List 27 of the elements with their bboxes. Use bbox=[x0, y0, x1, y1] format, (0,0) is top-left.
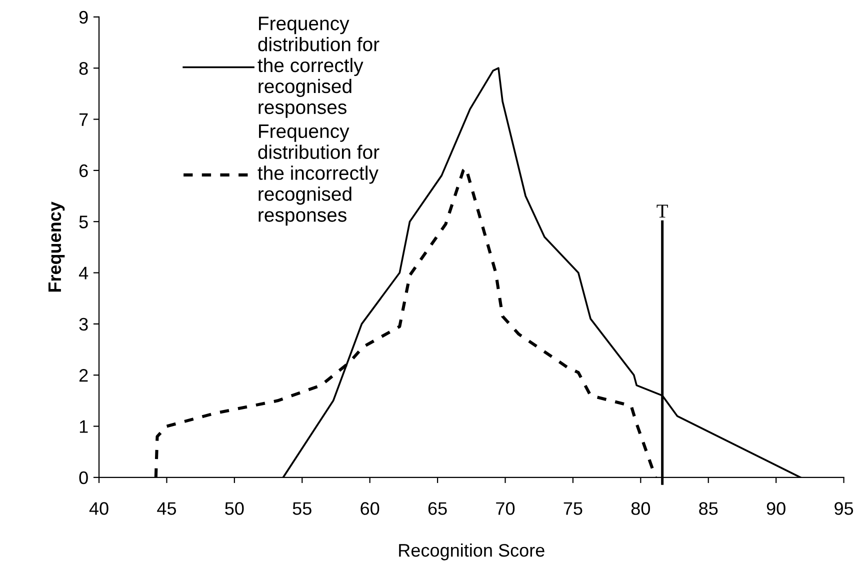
x-tick-label: 45 bbox=[157, 502, 176, 515]
x-tick-label: 65 bbox=[428, 502, 447, 515]
y-tick-label: 0 bbox=[79, 471, 88, 484]
x-tick-label: 55 bbox=[292, 502, 312, 515]
x-tick-label: 70 bbox=[496, 502, 515, 515]
y-tick-label: 1 bbox=[80, 420, 88, 433]
x-tick-label: 75 bbox=[564, 502, 582, 515]
y-tick-label: 8 bbox=[79, 62, 88, 75]
y-axis-title: Frequency bbox=[48, 202, 65, 292]
y-tick-label: 3 bbox=[79, 318, 88, 331]
y-tick-label: 9 bbox=[79, 10, 88, 24]
x-axis-title: Recognition Score bbox=[399, 543, 544, 560]
x-tick-label: 40 bbox=[89, 502, 108, 515]
y-tick-label: 4 bbox=[78, 266, 88, 280]
legend-label: Frequency distribution for the incorrectly recognised responses bbox=[258, 124, 380, 226]
y-tick-label: 5 bbox=[79, 216, 88, 228]
x-tick-label: 95 bbox=[834, 502, 854, 515]
y-tick-label: 2 bbox=[79, 369, 88, 382]
x-tick-label: 80 bbox=[631, 502, 650, 515]
x-tick-label: 50 bbox=[225, 502, 244, 515]
x-tick-label: 90 bbox=[766, 502, 786, 515]
y-tick-label: 6 bbox=[79, 164, 88, 178]
y-tick-label: 7 bbox=[79, 113, 88, 126]
legend-label: Frequency distribution for the correctly recognised responses bbox=[258, 16, 380, 118]
x-tick-label: 85 bbox=[699, 502, 718, 515]
annotation: T bbox=[656, 204, 668, 218]
x-tick-label: 60 bbox=[360, 502, 380, 515]
